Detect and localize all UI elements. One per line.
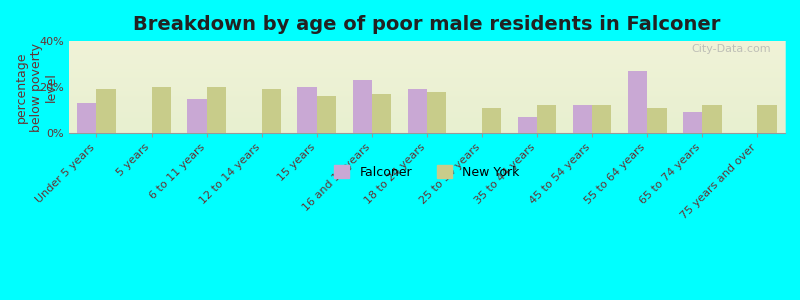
Bar: [408, 89, 427, 133]
Bar: [702, 106, 722, 133]
Bar: [573, 106, 592, 133]
Y-axis label: percentage
below poverty
level: percentage below poverty level: [15, 43, 58, 132]
Bar: [372, 94, 391, 133]
Bar: [482, 108, 502, 133]
Bar: [187, 99, 206, 133]
Bar: [537, 106, 556, 133]
Text: City-Data.com: City-Data.com: [691, 44, 770, 54]
Bar: [758, 106, 777, 133]
Title: Breakdown by age of poor male residents in Falconer: Breakdown by age of poor male residents …: [134, 15, 721, 34]
Bar: [298, 87, 317, 133]
Bar: [592, 106, 611, 133]
Bar: [427, 92, 446, 133]
Bar: [628, 71, 647, 133]
Legend: Falconer, New York: Falconer, New York: [330, 160, 525, 184]
Bar: [97, 89, 116, 133]
Bar: [353, 80, 372, 133]
Bar: [647, 108, 666, 133]
Bar: [317, 96, 336, 133]
Bar: [77, 103, 97, 133]
Bar: [151, 87, 170, 133]
Bar: [518, 117, 537, 133]
Bar: [206, 87, 226, 133]
Bar: [683, 112, 702, 133]
Bar: [262, 89, 281, 133]
